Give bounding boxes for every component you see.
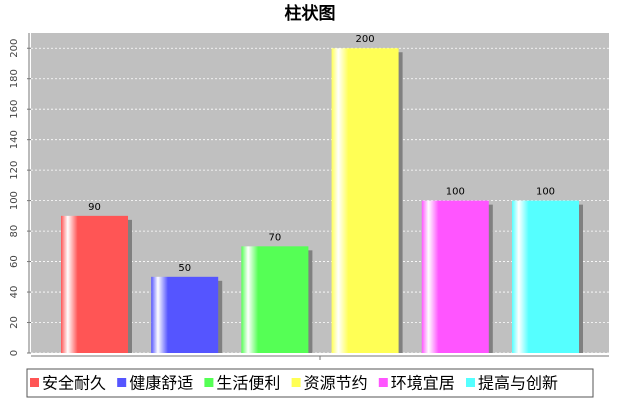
bar xyxy=(151,276,219,353)
legend-swatch xyxy=(117,378,127,387)
legend-label: 生活便利 xyxy=(216,374,280,393)
value-label: 200 xyxy=(356,34,375,45)
legend-swatch xyxy=(291,378,301,387)
value-label: 70 xyxy=(269,232,282,243)
bar xyxy=(331,48,399,353)
y-tick-label: 180 xyxy=(9,69,20,88)
y-tick-label: 120 xyxy=(9,161,20,180)
y-tick-label: 160 xyxy=(9,100,20,119)
y-tick-label: 140 xyxy=(9,130,20,149)
legend-swatch xyxy=(30,378,39,387)
y-tick-label: 20 xyxy=(9,316,20,329)
legend-label: 安全耐久 xyxy=(42,374,106,393)
value-label: 50 xyxy=(178,263,191,274)
y-tick-label: 80 xyxy=(9,225,20,238)
value-label: 100 xyxy=(446,187,465,198)
y-tick-label: 40 xyxy=(9,286,20,299)
legend-swatch xyxy=(204,378,214,387)
bar xyxy=(61,215,128,353)
y-tick-label: 100 xyxy=(9,191,20,210)
legend-label: 提高与创新 xyxy=(478,374,558,393)
y-tick-label: 200 xyxy=(9,39,20,58)
value-label: 90 xyxy=(88,202,101,213)
chart-title: 柱状图 xyxy=(285,3,336,24)
legend-label: 环境宜居 xyxy=(391,374,455,393)
bar xyxy=(512,200,579,353)
legend-swatch xyxy=(466,378,475,387)
y-tick-label: 60 xyxy=(9,255,20,268)
legend-swatch xyxy=(378,378,388,387)
y-tick-label: 0 xyxy=(9,350,20,356)
legend-label: 健康舒适 xyxy=(129,374,193,393)
legend-label: 资源节约 xyxy=(304,374,368,393)
value-label: 100 xyxy=(536,187,555,198)
bar xyxy=(241,246,309,353)
bar xyxy=(421,200,489,353)
